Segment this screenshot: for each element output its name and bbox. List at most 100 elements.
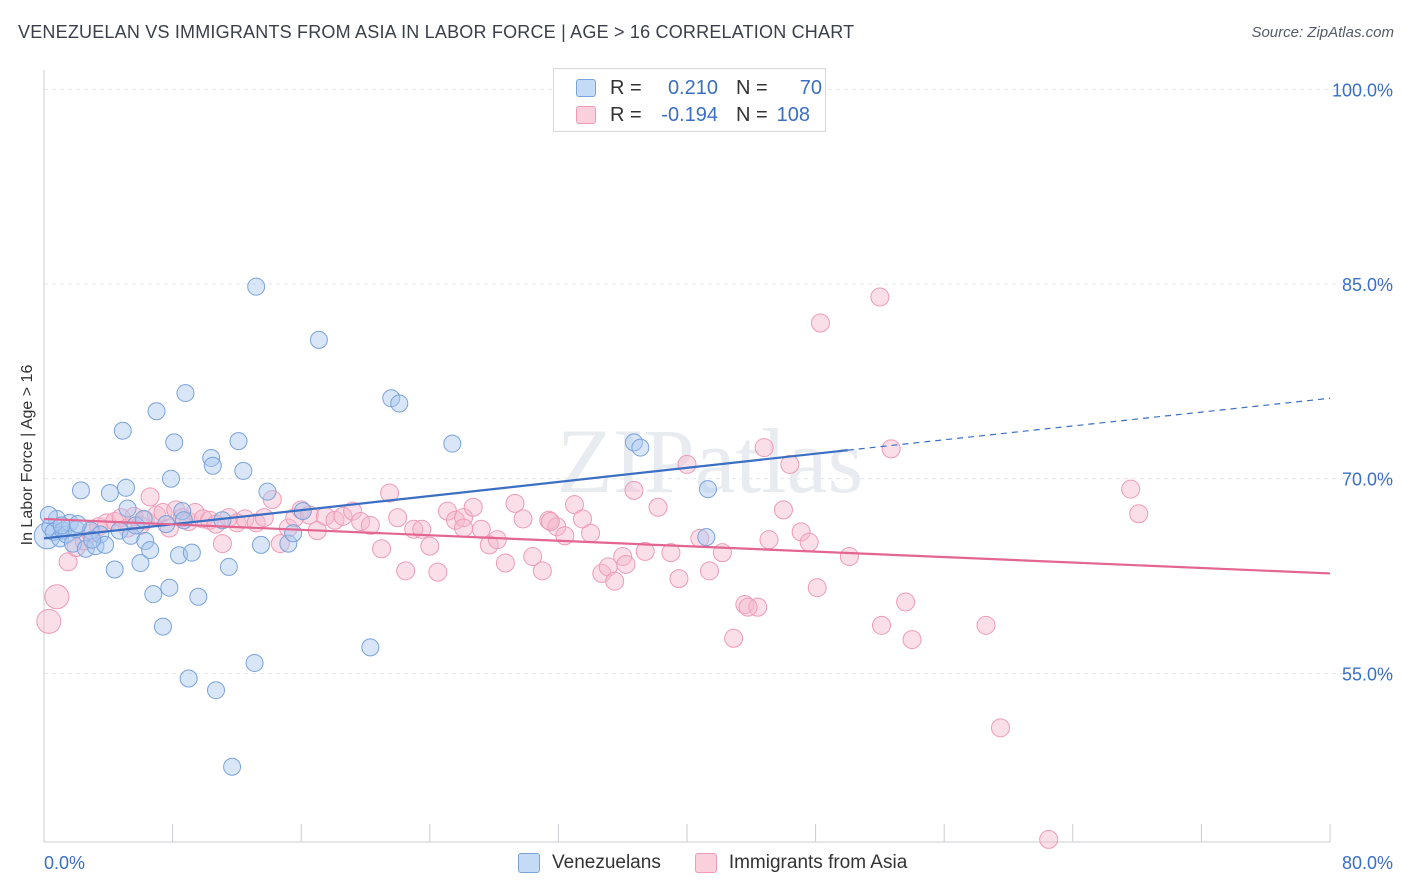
data-point-venezuelans <box>118 499 137 518</box>
data-point-venezuelans <box>68 515 87 534</box>
data-point-venezuelans <box>697 528 716 547</box>
data-point-asia <box>810 313 830 333</box>
data-point-asia <box>669 569 689 589</box>
data-point-venezuelans <box>284 524 303 543</box>
data-point-asia <box>881 439 901 459</box>
data-point-venezuelans <box>116 478 135 497</box>
data-point-asia <box>700 561 720 581</box>
series-legend: Venezuelans Immigrants from Asia <box>518 852 941 874</box>
data-point-venezuelans <box>219 557 238 576</box>
legend-item-asia: Immigrants from Asia <box>694 852 907 874</box>
data-point-venezuelans <box>105 560 124 579</box>
data-point-asia <box>839 547 859 567</box>
data-point-asia <box>254 508 274 528</box>
trendline-asia <box>43 517 1331 575</box>
data-point-asia <box>463 497 483 517</box>
data-point-venezuelans <box>279 534 298 553</box>
data-point-asia <box>896 592 916 612</box>
data-point-asia <box>564 495 584 515</box>
data-point-venezuelans <box>52 516 71 535</box>
data-point-venezuelans <box>202 448 221 467</box>
correlation-legend: R = 0.210 N = 70 R = -0.194 N = 108 <box>553 68 826 132</box>
data-point-venezuelans <box>258 482 277 501</box>
data-point-asia <box>44 584 70 610</box>
data-point-asia <box>420 536 440 556</box>
data-point-asia <box>738 597 758 617</box>
data-point-asia <box>807 578 827 598</box>
data-point-asia <box>333 506 353 526</box>
data-point-asia <box>487 530 507 550</box>
data-point-asia <box>523 547 543 567</box>
data-point-venezuelans <box>100 483 119 502</box>
data-point-venezuelans <box>161 469 180 488</box>
trendline-venezuelans-projection <box>847 397 1331 451</box>
data-point-venezuelans <box>234 461 253 480</box>
n-value: 108 <box>776 103 810 126</box>
data-point-asia <box>581 523 601 543</box>
data-point-asia <box>212 534 232 554</box>
data-point-asia <box>870 287 890 307</box>
data-point-asia <box>351 512 371 532</box>
data-point-asia <box>454 508 474 528</box>
data-point-asia <box>540 512 560 532</box>
data-point-asia <box>36 608 62 634</box>
data-point-venezuelans <box>189 587 208 606</box>
y-tick-label: 85.0% <box>1342 275 1393 295</box>
data-point-asia <box>396 561 416 581</box>
legend-label-venezuelans: Venezuelans <box>552 852 661 873</box>
y-tick-label: 55.0% <box>1342 664 1393 684</box>
watermark: ZIPatlas <box>557 410 864 512</box>
n-value: 70 <box>799 76 822 99</box>
r-label: R = <box>610 103 642 126</box>
data-point-venezuelans <box>252 535 271 554</box>
data-point-asia <box>388 508 408 528</box>
data-point-asia <box>635 541 655 561</box>
data-point-venezuelans <box>131 554 150 573</box>
asia-swatch <box>576 106 596 124</box>
data-point-asia <box>902 630 922 650</box>
data-point-venezuelans <box>147 402 166 421</box>
data-point-venezuelans <box>83 530 102 549</box>
data-point-asia <box>495 553 515 573</box>
data-point-venezuelans <box>207 681 226 700</box>
y-tick-label: 70.0% <box>1342 470 1393 490</box>
data-point-venezuelans <box>176 384 195 403</box>
r-value: 0.210 <box>667 76 718 99</box>
data-point-venezuelans <box>309 330 328 349</box>
x-tick-label: 0.0% <box>44 853 85 873</box>
venezuelans-swatch <box>576 79 596 97</box>
x-tick-label: 80.0% <box>1342 853 1393 873</box>
data-point-asia <box>372 539 392 559</box>
r-value: -0.194 <box>661 103 718 126</box>
r-label: R = <box>610 76 642 99</box>
y-axis-label: In Labor Force | Age > 16 <box>19 364 36 546</box>
data-point-asia <box>724 628 744 648</box>
data-point-asia <box>605 571 625 591</box>
data-point-venezuelans <box>361 638 380 657</box>
data-point-asia <box>539 510 559 530</box>
asia-legend-swatch <box>694 853 717 873</box>
data-point-venezuelans <box>144 585 163 604</box>
data-point-asia <box>648 497 668 517</box>
data-point-venezuelans <box>698 480 717 499</box>
data-point-asia <box>799 532 819 552</box>
data-point-venezuelans <box>141 541 160 560</box>
legend-row-venezuelans: R = 0.210 N = 70 <box>576 75 822 101</box>
data-point-venezuelans <box>182 543 201 562</box>
data-point-asia <box>380 483 400 503</box>
axis-layer <box>43 70 1331 843</box>
data-point-venezuelans <box>223 757 242 776</box>
data-point-asia <box>990 718 1010 738</box>
n-label: N = <box>736 76 768 99</box>
data-point-asia <box>360 515 380 535</box>
data-point-venezuelans <box>136 531 155 550</box>
data-point-asia <box>748 597 768 617</box>
data-point-asia <box>791 522 811 542</box>
data-point-venezuelans <box>165 433 184 452</box>
data-point-venezuelans <box>631 438 650 457</box>
data-point-asia <box>613 547 633 567</box>
data-point-asia <box>759 530 779 550</box>
trend-layer <box>43 397 1331 575</box>
data-point-asia <box>532 561 552 581</box>
